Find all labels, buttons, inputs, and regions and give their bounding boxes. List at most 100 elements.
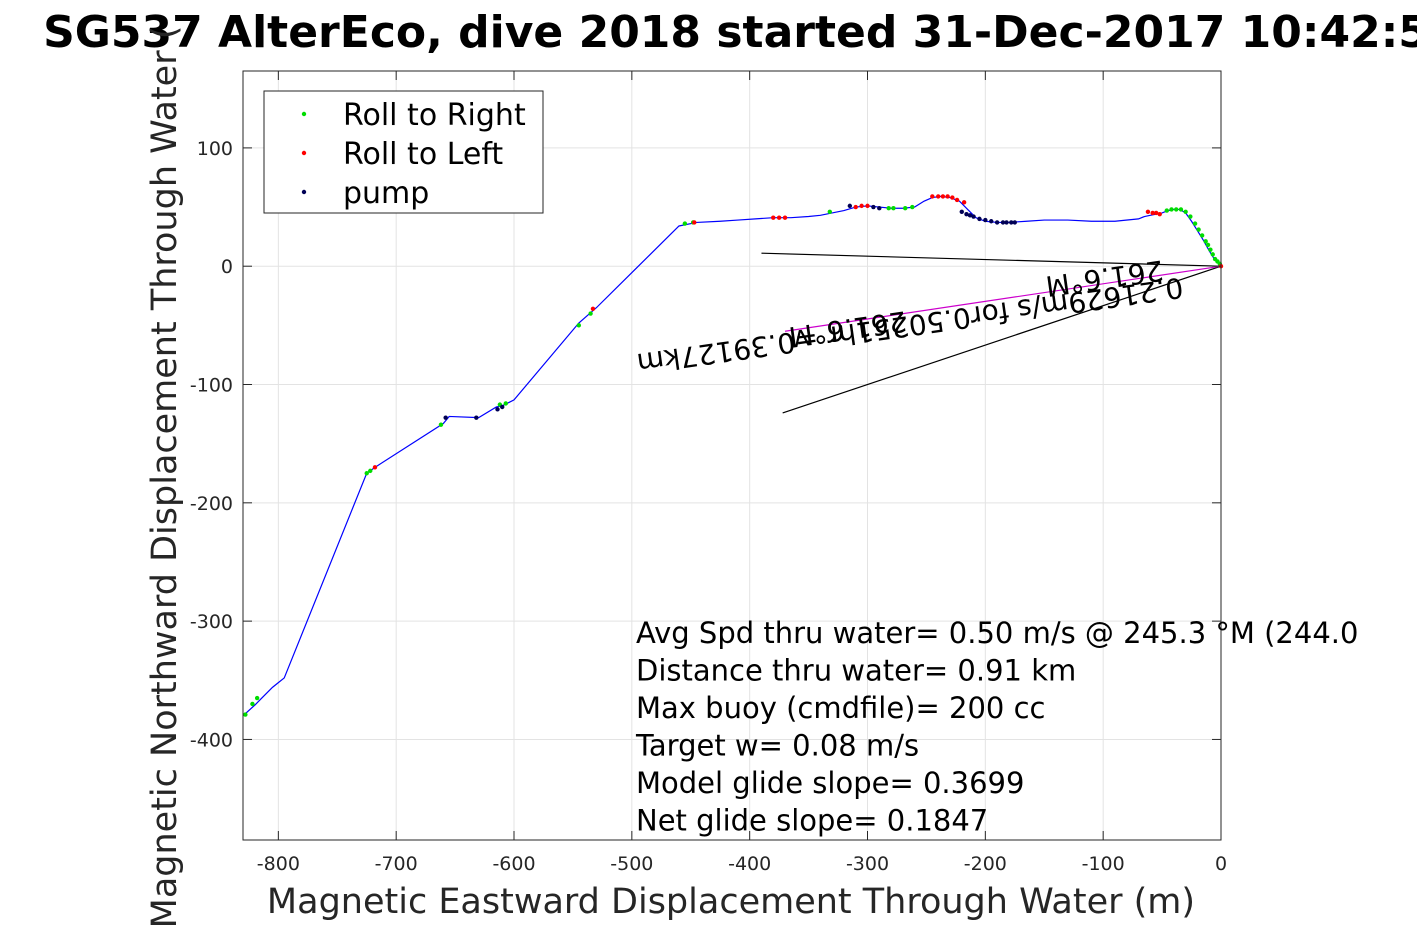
stat-line: Max buoy (cmdfile)= 200 cc <box>636 691 1045 725</box>
y-tick-label: -400 <box>190 729 233 751</box>
legend-label: Roll to Left <box>343 137 503 172</box>
roll-right-point <box>1196 227 1201 232</box>
roll-left-point <box>865 203 870 209</box>
roll-left-point <box>1157 211 1162 217</box>
roll-left-point <box>1150 210 1155 216</box>
y-axis-label: Magnetic Northward Displacement Through … <box>145 26 185 929</box>
roll-right-point <box>886 206 891 211</box>
y-tick-label: -300 <box>190 611 233 633</box>
pump-point <box>1000 220 1006 225</box>
pump-point <box>1012 220 1017 225</box>
roll-left-point <box>859 203 864 209</box>
roll-left-point <box>782 215 788 220</box>
x-tick-label: -600 <box>492 853 535 875</box>
roll-right-point <box>588 311 593 316</box>
pump-point <box>443 415 448 420</box>
legend-marker <box>301 150 307 156</box>
roll-left-point <box>945 194 950 199</box>
stat-line: Target w= 0.08 m/s <box>635 729 919 763</box>
legend: Roll to Right Roll to Left pump <box>263 90 544 214</box>
roll-left-point <box>771 215 776 220</box>
y-tick-labels: 100 0 -100 -200 -300 -400 <box>190 138 233 752</box>
pump-point <box>500 404 505 410</box>
x-tick-label: -100 <box>1082 853 1125 875</box>
x-tick-labels: -800 -700 -600 -500 -400 -300 -200 -100 0 <box>257 853 1227 875</box>
pump-point <box>495 407 500 412</box>
roll-left-point <box>1153 210 1159 216</box>
legend-marker <box>301 111 307 117</box>
roll-left-point <box>936 194 941 199</box>
legend-label: Roll to Right <box>343 98 526 133</box>
pump-point <box>967 213 973 218</box>
roll-right-point <box>576 323 582 328</box>
pump-point <box>877 206 882 211</box>
roll-right-point <box>250 701 255 707</box>
roll-left-point <box>930 194 935 199</box>
roll-right-point <box>438 422 444 427</box>
stat-line: Model glide slope= 0.3699 <box>636 766 1024 800</box>
roll-right-point <box>1169 207 1174 212</box>
roll-right-point <box>368 468 373 474</box>
roll-left-point <box>590 306 596 311</box>
y-tick-label: -200 <box>190 493 233 515</box>
pump-point <box>989 219 994 224</box>
roll-right-point <box>1205 242 1211 248</box>
roll-left-point <box>1145 209 1151 214</box>
roll-right-point <box>1212 256 1218 262</box>
roll-left-point <box>372 465 378 470</box>
roll-right-point <box>827 209 832 214</box>
roll-right-point <box>1208 247 1213 252</box>
roll-right-point <box>910 204 915 210</box>
roll-left-point <box>692 220 697 225</box>
pump-point <box>994 220 1000 225</box>
stat-line: Net glide slope= 0.1847 <box>636 804 988 838</box>
roll-right-point <box>903 206 908 211</box>
roll-right-point <box>254 695 260 701</box>
pump-point <box>977 216 982 222</box>
roll-right-point <box>243 712 248 717</box>
x-tick-label: 0 <box>1215 853 1227 875</box>
roll-right-point <box>364 471 369 476</box>
pump-point <box>1004 220 1009 225</box>
pump-point <box>964 211 969 217</box>
stat-line: Distance thru water= 0.91 km <box>636 654 1076 688</box>
roll-left-point <box>954 197 960 203</box>
y-tick-label: 100 <box>197 138 233 160</box>
x-tick-label: -200 <box>964 853 1007 875</box>
pump-point <box>1009 220 1014 225</box>
roll-left-point <box>940 194 946 199</box>
roll-right-point <box>1164 208 1169 213</box>
roll-right-point <box>1183 209 1188 214</box>
roll-right-point <box>1203 239 1208 244</box>
legend-marker <box>301 189 307 195</box>
pump-point <box>847 203 853 209</box>
points <box>243 194 1224 717</box>
legend-label: pump <box>343 176 429 211</box>
x-tick-label: -800 <box>257 853 300 875</box>
roll-left-point <box>776 215 782 220</box>
annotation-lines <box>761 252 1222 414</box>
chart-title: SG537 AlterEco, dive 2018 started 31-Dec… <box>43 7 1417 58</box>
pump-point <box>871 204 876 210</box>
y-tick-label: -100 <box>190 375 233 397</box>
roll-left-point <box>950 195 955 200</box>
roll-right-point <box>503 401 508 406</box>
annotation-text: 261.6°M <box>787 304 909 353</box>
stats-block: Avg Spd thru water= 0.50 m/s @ 245.3 °M … <box>635 616 1358 838</box>
roll-right-point <box>1192 221 1198 226</box>
roll-right-point <box>1188 214 1193 219</box>
plot-frame <box>242 70 1222 841</box>
roll-right-point <box>1178 207 1184 212</box>
axes <box>242 70 1222 841</box>
roll-left-point <box>853 204 858 210</box>
roll-right-point <box>1199 233 1205 238</box>
x-tick-label: -300 <box>846 853 889 875</box>
pump-point <box>983 217 988 223</box>
legend-box <box>263 90 544 214</box>
roll-right-point <box>1174 207 1179 212</box>
annotation-line <box>761 252 1222 267</box>
x-tick-label: -400 <box>728 853 771 875</box>
x-tick-label: -500 <box>610 853 653 875</box>
grid <box>243 71 1222 840</box>
